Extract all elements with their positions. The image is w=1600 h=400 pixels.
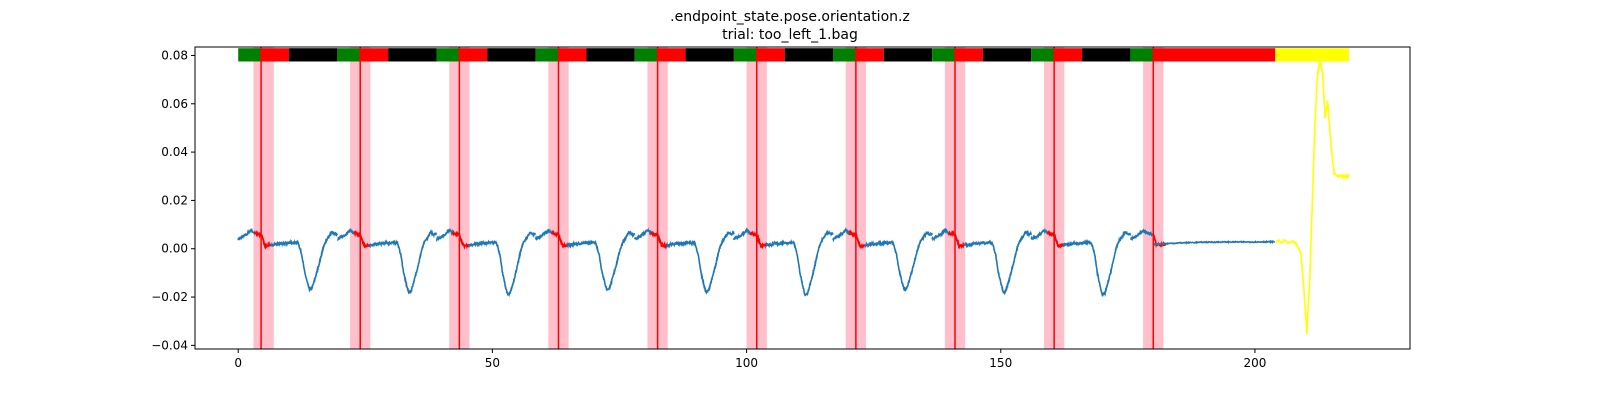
contact-segment-line (551, 229, 568, 248)
state-segment-black (289, 48, 338, 62)
contact-segment-line (650, 230, 668, 250)
state-segment-green (238, 48, 262, 62)
y-tick-label: 0.08 (161, 48, 188, 62)
state-segment-red (360, 48, 389, 62)
state-segment-red (459, 48, 488, 62)
signal-line-plateau (1153, 239, 1276, 247)
state-segment-black (586, 48, 635, 62)
state-segment-green (535, 48, 559, 62)
signal-line-tail-start (1129, 228, 1154, 242)
x-tick-label: 0 (234, 356, 242, 370)
state-segment-black (388, 48, 437, 62)
y-tick-label: 0.02 (161, 193, 188, 207)
y-tick-label: −0.02 (151, 290, 188, 304)
state-segment-green (337, 48, 361, 62)
state-segment-red (558, 48, 587, 62)
state-segment-green (932, 48, 956, 62)
state-segment-red (855, 48, 884, 62)
state-segment-black (487, 48, 536, 62)
state-segment-black (784, 48, 834, 62)
chart-subtitle: trial: too_left_1.bag (722, 27, 858, 43)
state-segment-green (833, 48, 856, 62)
state-segment-green (1031, 48, 1055, 62)
state-segment-green (1130, 48, 1154, 62)
state-segment-yellow (1275, 48, 1349, 62)
state-segment-red (261, 48, 290, 62)
contact-segment-line (353, 229, 370, 249)
y-tick-label: 0.00 (161, 242, 188, 256)
axes-frame (194, 46, 1411, 350)
contact-segment-line (848, 229, 866, 250)
contact-segment-line (253, 230, 271, 250)
state-segment-black (1082, 48, 1131, 62)
state-segment-green (733, 48, 757, 62)
signal-line-tail (1274, 60, 1350, 335)
state-segment-black (982, 48, 1032, 62)
x-tick-label: 100 (735, 356, 758, 370)
x-tick-label: 150 (989, 356, 1012, 370)
plot-area: 0 50 100 150 200 −0.04 −0.02 0.00 0.02 0.04 0.06 0.… (151, 46, 1411, 370)
state-segment-green (634, 48, 658, 62)
state-segment-red (657, 48, 686, 62)
x-tick-label: 50 (485, 356, 500, 370)
y-tick-label: 0.04 (161, 145, 188, 159)
state-segment-black (685, 48, 734, 62)
y-tick-label: 0.06 (161, 97, 188, 111)
contact-band (253, 47, 274, 349)
state-segment-red (1153, 48, 1276, 62)
contact-segment-line (749, 230, 767, 250)
state-segment-red (955, 48, 983, 62)
contact-segment-line (452, 229, 469, 250)
contact-segment-line (1046, 229, 1064, 249)
state-segment-black (883, 48, 933, 62)
state-segment-red (1054, 48, 1083, 62)
y-tick-label: −0.04 (151, 338, 188, 352)
state-segment-red (756, 48, 785, 62)
contact-segment-line (947, 229, 965, 250)
state-segment-green (436, 48, 460, 62)
x-tick-label: 200 (1243, 356, 1266, 370)
chart-title: .endpoint_state.pose.orientation.z (670, 9, 910, 25)
